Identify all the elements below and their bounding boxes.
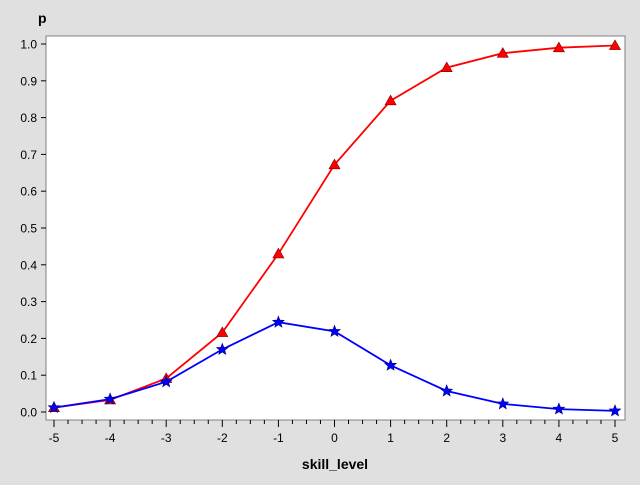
x-tick-label: 4 (556, 431, 563, 445)
plot-area (45, 35, 626, 421)
x-tick-label: 3 (499, 431, 506, 445)
series-layer (47, 39, 622, 417)
data-point-star (159, 374, 173, 388)
x-axis: -5 -4 -3 -2 -1 0 1 2 3 4 5 (49, 420, 619, 445)
y-axis: 0.0 0.1 0.2 0.3 0.4 0.5 0.6 0.7 0.8 0.9 1.0 (20, 38, 46, 420)
data-point-star (215, 342, 229, 355)
y-tick-label: 0.8 (20, 111, 37, 125)
y-tick-label: 0.0 (20, 406, 37, 420)
data-point-triangle (328, 158, 341, 170)
x-tick-label: -1 (273, 431, 284, 445)
data-point-star (103, 392, 117, 405)
y-tick-label: 0.7 (20, 148, 37, 162)
data-point-triangle (496, 47, 509, 58)
data-point-star (271, 315, 285, 328)
y-tick-label: 0.6 (20, 185, 37, 199)
data-point-triangle (272, 247, 285, 259)
x-tick-label: 1 (387, 431, 394, 445)
y-tick-label: 0.9 (20, 74, 37, 88)
x-tick-label: -4 (105, 431, 116, 445)
data-point-star (440, 384, 454, 397)
data-point-triangle (440, 61, 453, 72)
y-tick-label: 1.0 (20, 38, 37, 52)
y-axis-label: p (38, 10, 47, 26)
data-point-star (496, 397, 510, 410)
data-point-star (47, 400, 61, 414)
x-tick-label: 2 (443, 431, 450, 445)
data-point-star (552, 402, 566, 415)
x-tick-label: -3 (161, 431, 172, 445)
series-2 (47, 315, 622, 417)
data-point-star (384, 358, 398, 371)
x-tick-label: 5 (612, 431, 619, 445)
y-tick-label: 0.5 (20, 222, 37, 236)
data-point-triangle (608, 39, 622, 50)
y-tick-label: 0.3 (20, 295, 37, 309)
x-tick-label: -2 (217, 431, 228, 445)
data-point-triangle (384, 94, 397, 106)
y-tick-label: 0.2 (20, 332, 37, 346)
x-axis-label: skill_level (302, 456, 368, 472)
x-tick-label: -5 (49, 431, 60, 445)
x-tick-label: 0 (331, 431, 338, 445)
y-tick-label: 0.1 (20, 369, 37, 383)
data-point-triangle (552, 41, 565, 53)
data-point-star (608, 404, 622, 417)
data-point-star (328, 324, 341, 337)
data-point-triangle (216, 326, 229, 337)
y-tick-label: 0.4 (20, 258, 37, 272)
